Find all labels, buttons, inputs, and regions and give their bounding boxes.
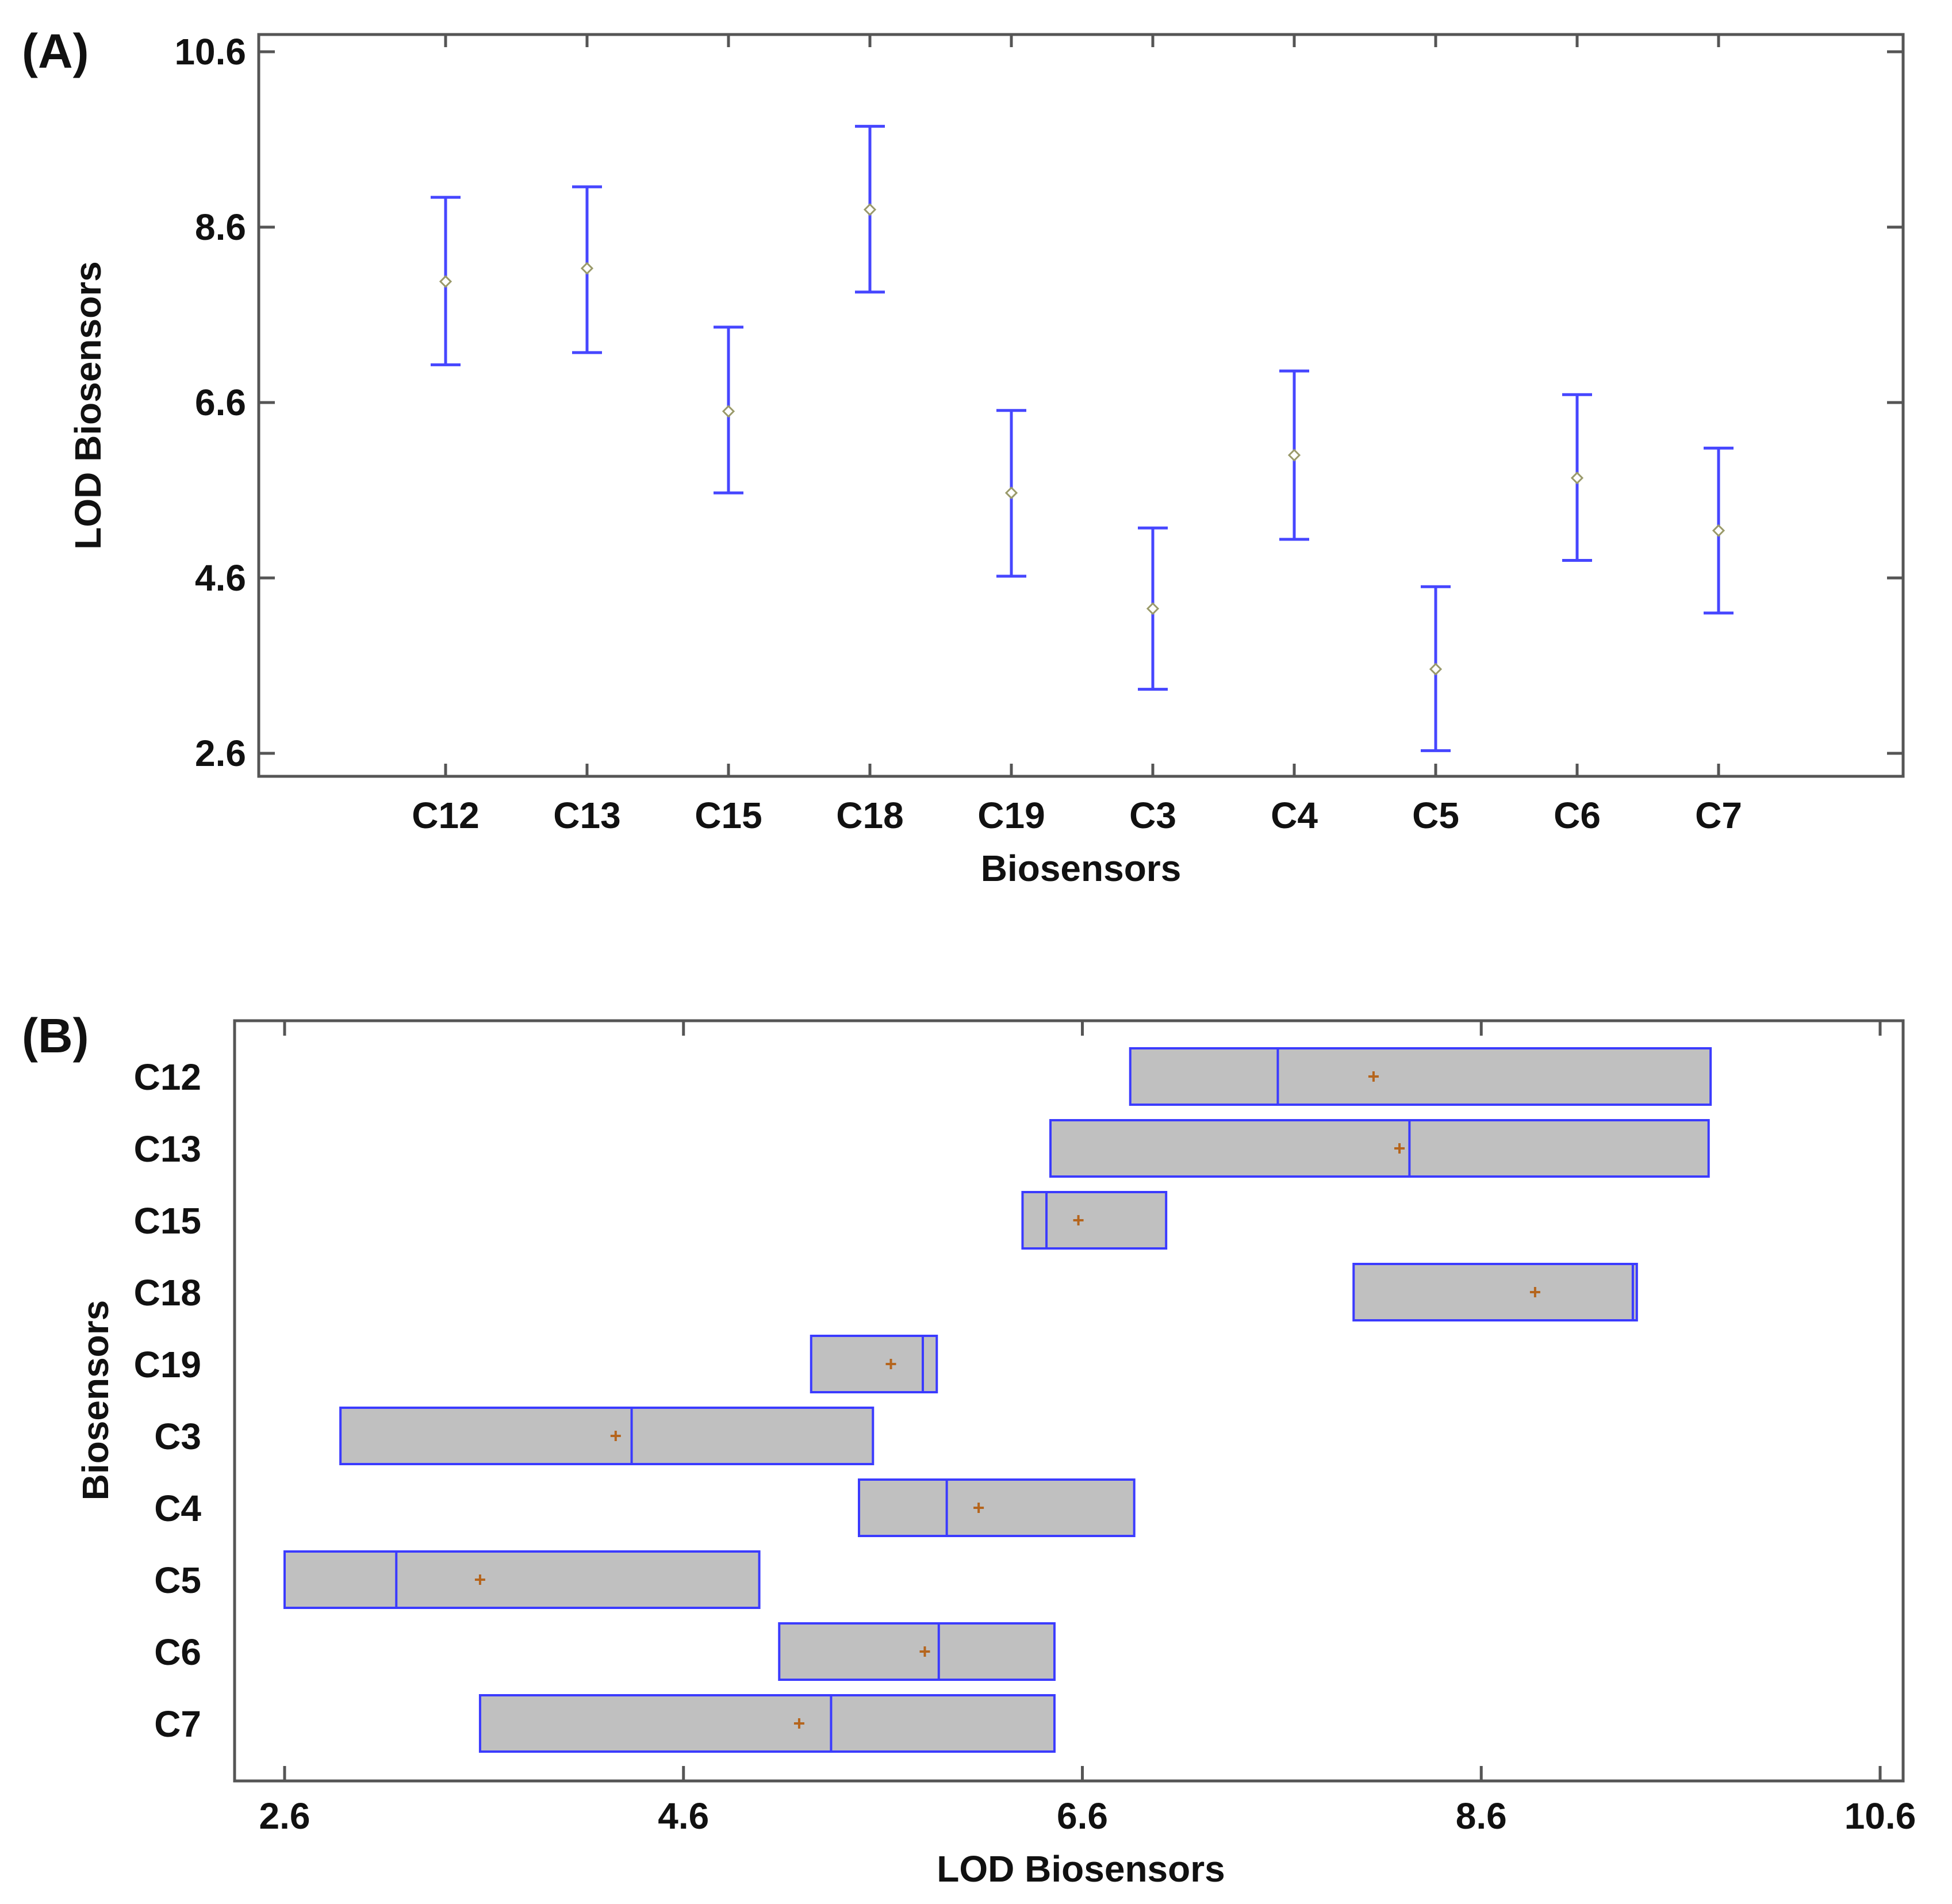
panel-b: (B) 2.6 4.6 6.6 8.6 10.6 C12 C13 C15 C18 C19 C3 C4 C… [22,1009,1916,1890]
box-iqr [1021,1191,1168,1250]
error-bar-C13 [572,185,602,354]
x-tick-label: C6 [1554,795,1601,836]
panel-a-label: (A) [22,24,89,78]
error-bar-C4 [1279,369,1309,541]
mean-marker [1287,449,1301,462]
mean-plus-marker [919,1646,930,1657]
mean-plus-marker [1529,1287,1540,1297]
x-tick-label: C13 [553,795,620,836]
panel-a-x-axis-title: Biosensors [981,848,1182,889]
panel-a-axes: 2.6 4.6 6.6 8.6 10.6 C12 C13 C15 C18 C19 C3 C4 C5 C6 C… [174,31,1903,836]
mean-plus-marker [885,1359,896,1369]
panel-b-plot-frame [233,1019,1905,1783]
y-tick-label: C4 [154,1488,201,1529]
y-tick-label: C19 [134,1344,201,1385]
y-tick-label: 8.6 [195,206,246,248]
box-C5 [283,1550,761,1609]
box-C12 [1129,1047,1712,1106]
y-tick-label: 6.6 [195,382,246,423]
box-C13 [1049,1119,1710,1178]
error-bar-C5 [1421,585,1451,752]
panel-b-y-axis-title: Biosensors [75,1300,116,1501]
box-iqr [778,1622,1056,1681]
panel-b-label: (B) [22,1009,89,1063]
y-tick-label: C3 [154,1416,201,1457]
y-tick-label: C7 [154,1703,201,1745]
panel-a-marks [431,125,1734,752]
mean-plus-marker [610,1431,621,1441]
y-tick-label: 2.6 [195,733,246,774]
x-tick-label: C18 [836,795,903,836]
error-bar-C19 [996,409,1026,578]
mean-marker [863,203,877,216]
panel-a-plot-frame [257,33,1905,778]
box-iqr [1049,1119,1710,1178]
x-tick-label: C19 [977,795,1045,836]
error-bar-C15 [714,325,743,495]
mean-plus-marker [1394,1143,1405,1154]
y-tick-label: 4.6 [195,557,246,599]
box-iqr [478,1694,1056,1753]
box-iqr [283,1550,761,1609]
x-tick-label: 2.6 [259,1795,310,1837]
panel-b-x-axis-title: LOD Biosensors [937,1848,1225,1890]
box-iqr [858,1478,1136,1537]
x-tick-label: C5 [1412,795,1459,836]
x-tick-label: C4 [1271,795,1318,836]
x-tick-label: 6.6 [1057,1795,1108,1837]
y-tick-label: C15 [134,1200,201,1242]
mean-marker [439,275,452,288]
x-tick-label: C12 [412,795,479,836]
box-C19 [810,1335,938,1393]
box-iqr [1129,1047,1712,1106]
panel-b-marks [283,1047,1712,1753]
mean-plus-marker [973,1503,984,1513]
error-bar-C3 [1138,526,1168,691]
x-tick-label: 10.6 [1844,1795,1916,1837]
panel-a: (A) 2.6 4.6 6.6 8.6 10.6 C12 C13 C15 C18 C19 C3 C4 C… [22,24,1905,889]
error-bar-C12 [431,196,461,366]
mean-marker [1146,602,1160,615]
mean-plus-marker [793,1718,804,1729]
error-bar-C7 [1704,446,1734,615]
mean-marker [1570,472,1584,485]
box-C18 [1352,1263,1638,1321]
error-bar-C18 [855,125,885,294]
x-tick-label: C7 [1695,795,1742,836]
error-bar-C6 [1562,393,1592,562]
x-tick-label: 4.6 [658,1795,709,1837]
panel-a-y-axis-title: LOD Biosensors [67,261,109,549]
y-tick-label: C18 [134,1272,201,1313]
y-tick-label: C5 [154,1560,201,1601]
mean-marker [1712,524,1725,537]
box-C4 [858,1478,1136,1537]
box-iqr [1352,1263,1638,1321]
box-C6 [778,1622,1056,1681]
x-tick-label: C15 [695,795,762,836]
y-tick-label: C6 [154,1631,201,1673]
y-tick-label: C12 [134,1056,201,1098]
y-tick-label: 10.6 [174,31,246,72]
mean-plus-marker [1073,1215,1084,1225]
box-C15 [1021,1191,1168,1250]
mean-marker [1429,662,1443,676]
y-tick-label: C13 [134,1128,201,1170]
mean-plus-marker [1368,1071,1379,1082]
x-tick-label: 8.6 [1456,1795,1507,1837]
box-C7 [478,1694,1056,1753]
panel-b-axes: 2.6 4.6 6.6 8.6 10.6 C12 C13 C15 C18 C19 C3 C4 C5 C6 C… [134,1021,1916,1837]
x-tick-label: C3 [1129,795,1176,836]
mean-marker [1004,486,1018,500]
mean-marker [580,262,594,275]
box-iqr [810,1335,938,1393]
mean-marker [722,405,735,418]
box-iqr [339,1407,875,1465]
box-C3 [339,1407,875,1465]
mean-plus-marker [474,1574,485,1585]
